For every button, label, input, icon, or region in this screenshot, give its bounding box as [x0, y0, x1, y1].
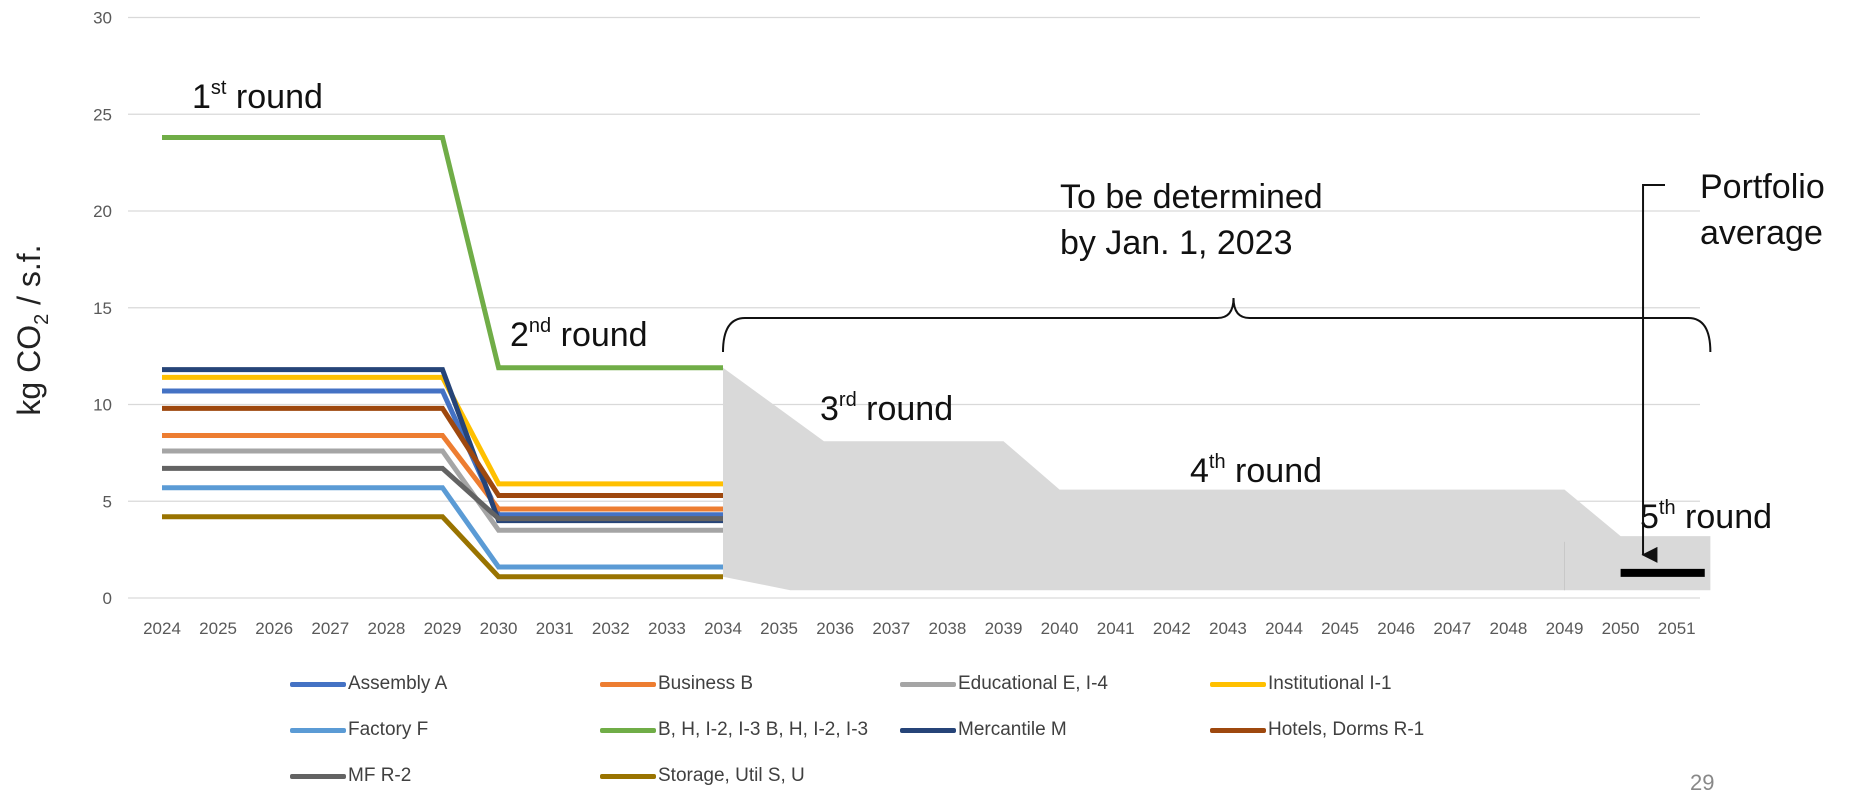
x-tick-label: 2050	[1602, 619, 1640, 638]
x-tick-label: 2051	[1658, 619, 1696, 638]
series-line	[162, 405, 723, 498]
series-line	[162, 485, 723, 570]
legend-item: MF R-2	[290, 765, 411, 787]
y-axis-label: kg CO2 / s.f.	[11, 244, 53, 415]
x-tick-label: 2027	[311, 619, 349, 638]
y-tick-label: 10	[93, 396, 112, 415]
y-tick-label: 0	[103, 589, 112, 608]
series-line	[162, 432, 723, 512]
x-tick-label: 2043	[1209, 619, 1247, 638]
legend-swatch	[600, 727, 656, 733]
x-tick-label: 2045	[1321, 619, 1359, 638]
tbd-text-line-1: To be determined	[1060, 178, 1323, 216]
y-tick-label: 15	[93, 299, 112, 318]
legend-item: B, H, I-2, I-3 B, H, I-2, I-3	[600, 719, 868, 741]
x-tick-label: 2036	[816, 619, 854, 638]
legend-swatch	[290, 681, 346, 687]
x-tick-label: 2047	[1433, 619, 1471, 638]
legend-swatch	[900, 727, 956, 733]
legend-item: Mercantile M	[900, 719, 1067, 741]
legend-item: Educational E, I-4	[900, 673, 1108, 695]
x-tick-label: 2025	[199, 619, 237, 638]
x-tick-label: 2034	[704, 619, 742, 638]
legend-swatch	[1210, 727, 1266, 733]
legend-label: Storage, Util S, U	[658, 765, 805, 786]
legend-label: Factory F	[348, 719, 429, 740]
x-tick-label: 2042	[1153, 619, 1191, 638]
shaded-region-layer	[723, 367, 1711, 591]
y-tick-label: 25	[93, 105, 112, 124]
legend-label: Assembly A	[348, 673, 448, 694]
y-tick-label: 20	[93, 202, 112, 221]
legend-label: B, H, I-2, I-3 B, H, I-2, I-3	[658, 719, 869, 740]
page-number: 29	[1690, 770, 1715, 795]
round-4-label: 4th round	[1190, 451, 1322, 490]
y-tick-label: 5	[103, 492, 112, 511]
x-tick-label: 2033	[648, 619, 686, 638]
legend-item: Storage, Util S, U	[600, 765, 805, 787]
x-tick-label: 2028	[367, 619, 405, 638]
round-3-label: 3rd round	[820, 389, 953, 428]
legend-swatch	[290, 773, 346, 779]
legend-label: Educational E, I-4	[958, 673, 1108, 694]
curly-brace	[722, 297, 1712, 353]
x-tick-label: 2030	[480, 619, 518, 638]
round-2-label: 2nd round	[510, 315, 648, 354]
x-tick-label: 2048	[1489, 619, 1527, 638]
x-tick-label: 2040	[1041, 619, 1079, 638]
legend-label: Institutional I-1	[1268, 673, 1392, 694]
legend-item: Business B	[600, 673, 753, 695]
legend-label: Hotels, Dorms R-1	[1268, 719, 1425, 740]
series-lines	[162, 134, 1705, 580]
x-tick-label: 2044	[1265, 619, 1303, 638]
tbd-text-line-2: by Jan. 1, 2023	[1060, 224, 1293, 262]
annotations-layer: 1st round 2nd round 3rd round 4th round 5th …	[192, 77, 1825, 563]
legend-label: MF R-2	[348, 765, 412, 786]
y-tick-label: 30	[93, 9, 112, 28]
legend-item: Factory F	[290, 719, 428, 741]
series-line	[162, 134, 723, 371]
series-line	[162, 514, 723, 580]
legend-item: Institutional I-1	[1210, 673, 1392, 695]
portfolio-text-line-1: Portfolio	[1700, 168, 1825, 206]
round-1-label: 1st round	[192, 77, 323, 116]
tbd-shaded-region	[723, 367, 1711, 591]
legend-item: Hotels, Dorms R-1	[1210, 719, 1424, 741]
portfolio-arrow	[1641, 184, 1665, 563]
x-tick-label: 2049	[1546, 619, 1584, 638]
x-axis: 2024 2025 2026 2027 2028 2029 2030 2031 2032 2033…	[143, 619, 1696, 638]
x-tick-label: 2032	[592, 619, 630, 638]
legend-swatch	[600, 681, 656, 687]
x-tick-label: 2037	[872, 619, 910, 638]
y-axis: 0 5 10 15 20 25 30	[93, 9, 112, 609]
portfolio-text-line-2: average	[1700, 214, 1823, 252]
x-tick-label: 2026	[255, 619, 293, 638]
series-line	[162, 465, 723, 522]
x-tick-label: 2039	[985, 619, 1023, 638]
legend-label: Mercantile M	[958, 719, 1067, 740]
x-tick-label: 2046	[1377, 619, 1415, 638]
legend-swatch	[290, 727, 346, 733]
legend-item: Assembly A	[290, 673, 447, 695]
legend-swatch	[600, 773, 656, 779]
legend-label: Business B	[658, 673, 754, 694]
series-line	[162, 374, 723, 487]
x-tick-label: 2031	[536, 619, 574, 638]
x-tick-label: 2029	[424, 619, 462, 638]
x-tick-label: 2038	[928, 619, 966, 638]
x-tick-label: 2035	[760, 619, 798, 638]
round-5-label: 5th round	[1640, 497, 1772, 536]
gridlines	[128, 16, 1700, 599]
legend-swatch	[900, 681, 956, 687]
x-tick-label: 2024	[143, 619, 181, 638]
x-tick-label: 2041	[1097, 619, 1135, 638]
legend-swatch	[1210, 681, 1266, 687]
